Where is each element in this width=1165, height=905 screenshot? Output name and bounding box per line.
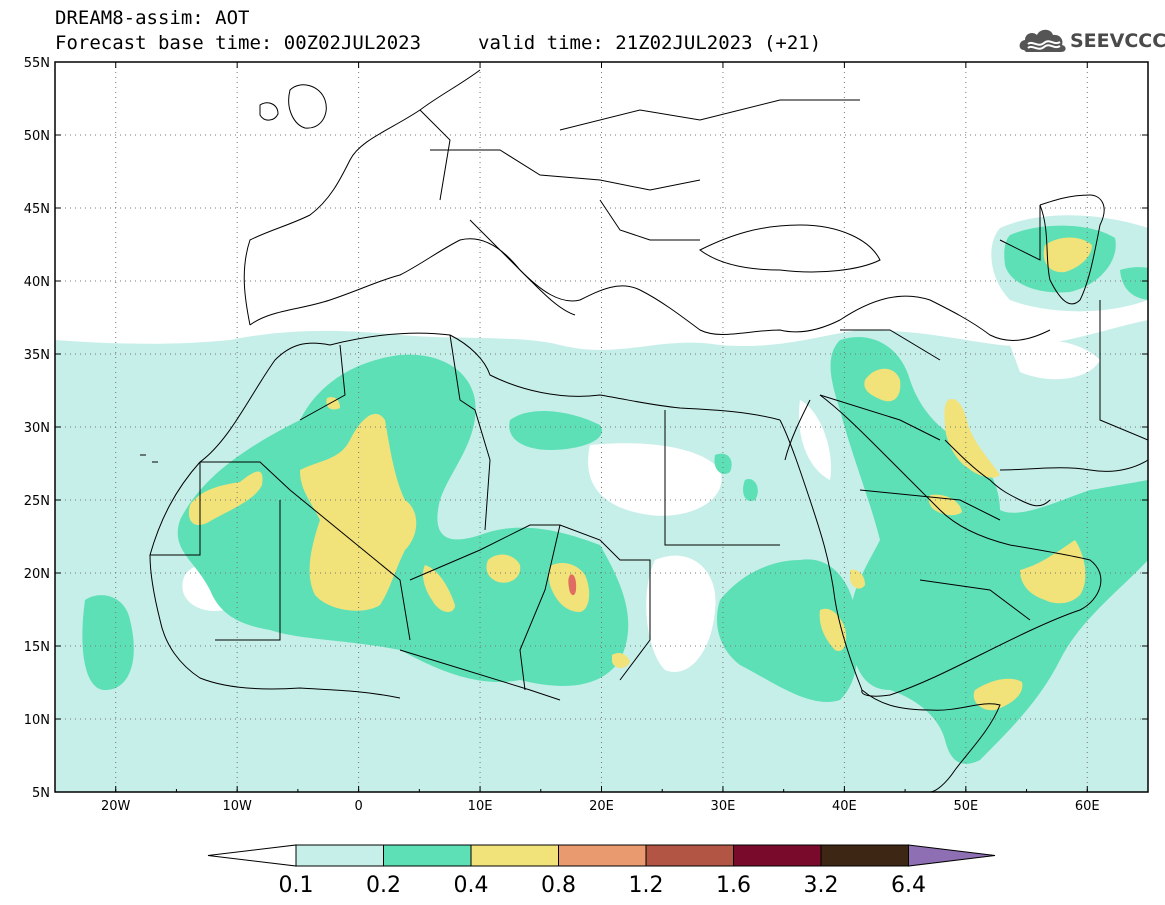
- colorbar-box: [383, 844, 472, 867]
- lat-label-20N: 20N: [24, 567, 50, 582]
- colorbar-box: [820, 844, 909, 867]
- lon-label-10E: 10E: [468, 799, 493, 814]
- lon-label-10W: 10W: [222, 799, 252, 814]
- lat-label-40N: 40N: [24, 275, 50, 290]
- colorbar-box: [558, 844, 647, 867]
- base-time-label: Forecast base time: 00Z02JUL2023: [55, 32, 422, 54]
- colorbar-box: [295, 844, 384, 867]
- lat-label-30N: 30N: [24, 421, 50, 436]
- lat-label-25N: 25N: [24, 494, 50, 509]
- lon-label-40E: 40E: [832, 799, 857, 814]
- lon-label-50E: 50E: [953, 799, 978, 814]
- aot-field: [55, 62, 1148, 792]
- lon-label-20W: 20W: [101, 799, 131, 814]
- lat-label-5N: 5N: [32, 786, 50, 801]
- lat-label-55N: 55N: [24, 56, 50, 71]
- lat-label-15N: 15N: [24, 640, 50, 655]
- colorbar-level-0.8: 0.8: [541, 873, 576, 898]
- lat-label-10N: 10N: [24, 713, 50, 728]
- colorbar-under-arrow: [207, 844, 297, 867]
- colorbar-level-6.4: 6.4: [891, 873, 926, 898]
- latitude-labels: 55N 50N 45N 40N 35N 30N 25N 20N 15N 10N 5N: [24, 56, 50, 801]
- aot-peak-spot: [568, 574, 577, 596]
- graticule: [55, 62, 1148, 792]
- colorbar-level-1.6: 1.6: [716, 873, 751, 898]
- model-title: DREAM8-assim: AOT: [55, 7, 250, 29]
- colorbar-level-0.1: 0.1: [279, 873, 314, 898]
- coastlines: [140, 69, 1148, 792]
- lat-label-45N: 45N: [24, 202, 50, 217]
- colorbar-box: [733, 844, 822, 867]
- lon-label-20E: 20E: [589, 799, 614, 814]
- longitude-labels: 20W 10W 0 10E 20E 30E 40E 50E 60E: [101, 799, 1100, 814]
- colorbar-box: [645, 844, 734, 867]
- lon-label-30E: 30E: [711, 799, 736, 814]
- colorbar: [207, 844, 996, 867]
- logo-text: SEEVCCC: [1070, 30, 1165, 52]
- lat-label-35N: 35N: [24, 348, 50, 363]
- colorbar-level-3.2: 3.2: [804, 873, 839, 898]
- axis-ticks: [54, 61, 1149, 793]
- colorbar-level-1.2: 1.2: [629, 873, 664, 898]
- country-borders: [150, 99, 1148, 701]
- colorbar-level-0.2: 0.2: [366, 873, 401, 898]
- colorbar-level-0.4: 0.4: [454, 873, 489, 898]
- colorbar-labels: 0.1 0.2 0.4 0.8 1.2 1.6 3.2 6.4: [279, 873, 927, 898]
- lon-label-60E: 60E: [1075, 799, 1100, 814]
- cloud-logo-icon: [1019, 29, 1066, 52]
- lon-label-0: 0: [354, 799, 362, 814]
- valid-time-label: valid time: 21Z02JUL2023 (+21): [478, 32, 822, 54]
- colorbar-box: [470, 844, 559, 867]
- lat-label-50N: 50N: [24, 129, 50, 144]
- colorbar-over-arrow: [908, 844, 996, 867]
- seevccc-logo: SEEVCCC: [1018, 24, 1165, 58]
